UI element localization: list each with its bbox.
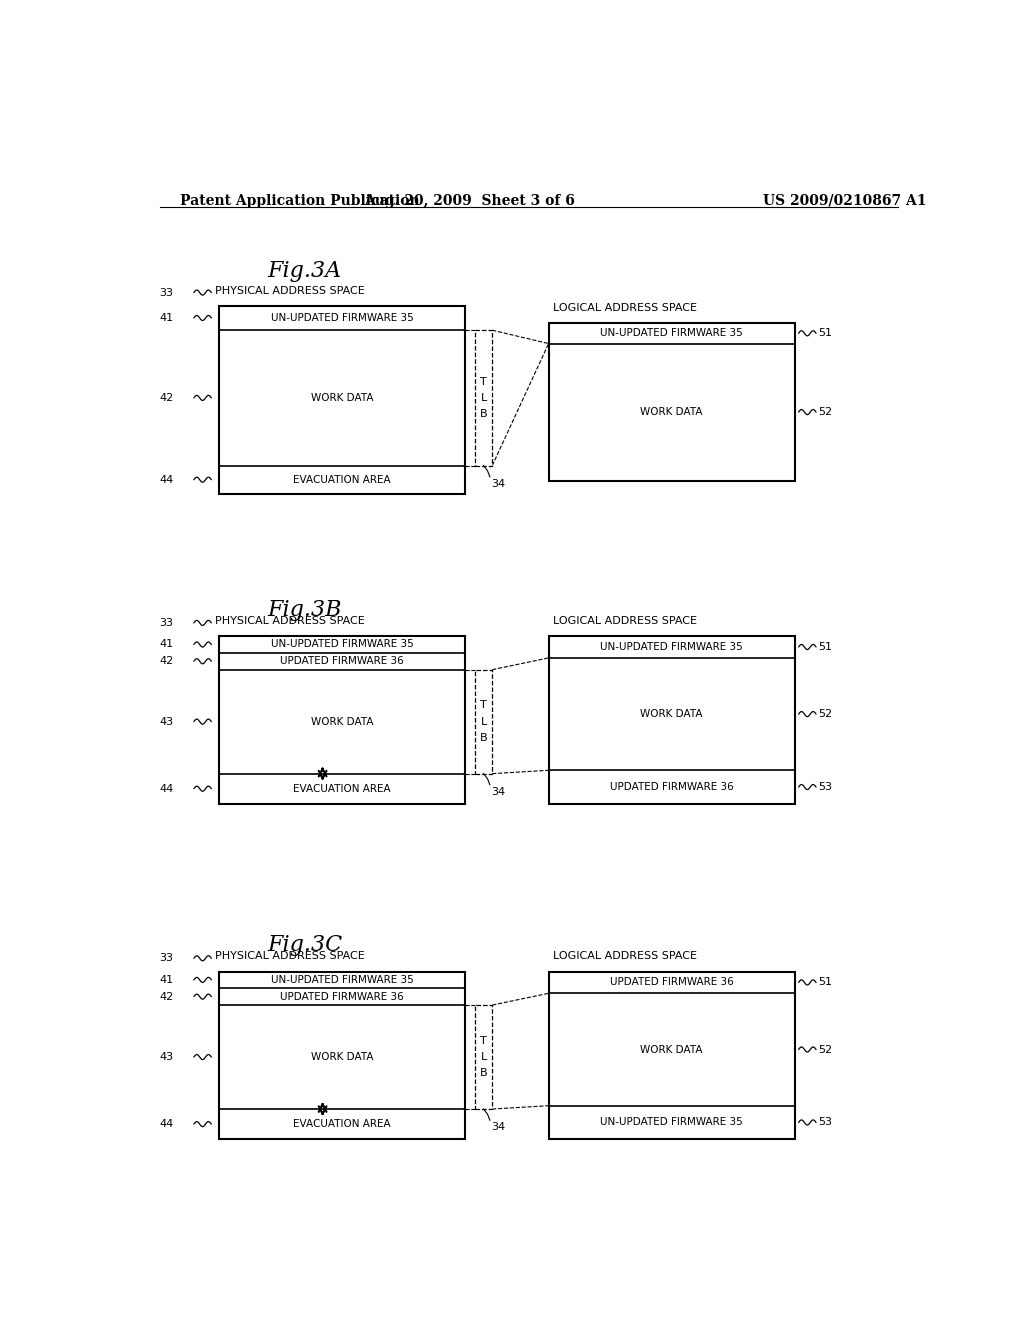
Text: 41: 41 <box>159 639 173 649</box>
Text: 34: 34 <box>492 787 506 797</box>
Text: WORK DATA: WORK DATA <box>311 1052 374 1063</box>
Text: WORK DATA: WORK DATA <box>311 717 374 726</box>
Bar <box>219 972 465 1139</box>
Text: Patent Application Publication: Patent Application Publication <box>179 194 419 209</box>
Text: 44: 44 <box>159 475 173 484</box>
Text: 34: 34 <box>492 1122 506 1133</box>
Text: US 2009/0210867 A1: US 2009/0210867 A1 <box>763 194 927 209</box>
Text: PHYSICAL ADDRESS SPACE: PHYSICAL ADDRESS SPACE <box>215 616 365 626</box>
Text: PHYSICAL ADDRESS SPACE: PHYSICAL ADDRESS SPACE <box>215 952 365 961</box>
Bar <box>219 636 465 804</box>
Text: 33: 33 <box>160 288 173 297</box>
Text: 43: 43 <box>159 717 173 726</box>
Text: 42: 42 <box>159 656 173 667</box>
Text: Fig.3B: Fig.3B <box>267 599 341 620</box>
Text: UN-UPDATED FIRMWARE 35: UN-UPDATED FIRMWARE 35 <box>600 642 743 652</box>
Text: EVACUATION AREA: EVACUATION AREA <box>294 1119 391 1129</box>
Text: T
L
B: T L B <box>479 700 487 743</box>
Text: 51: 51 <box>818 977 833 987</box>
Text: Aug. 20, 2009  Sheet 3 of 6: Aug. 20, 2009 Sheet 3 of 6 <box>364 194 574 209</box>
Text: 52: 52 <box>818 709 833 719</box>
Text: 41: 41 <box>159 313 173 323</box>
Text: UPDATED FIRMWARE 36: UPDATED FIRMWARE 36 <box>281 991 404 1002</box>
Text: UN-UPDATED FIRMWARE 35: UN-UPDATED FIRMWARE 35 <box>271 975 414 985</box>
Text: Fig.3A: Fig.3A <box>267 260 341 282</box>
Text: 41: 41 <box>159 975 173 985</box>
Text: UN-UPDATED FIRMWARE 35: UN-UPDATED FIRMWARE 35 <box>600 329 743 338</box>
Bar <box>549 636 795 804</box>
Bar <box>475 330 493 466</box>
Text: UN-UPDATED FIRMWARE 35: UN-UPDATED FIRMWARE 35 <box>271 639 414 649</box>
Text: UPDATED FIRMWARE 36: UPDATED FIRMWARE 36 <box>609 781 733 792</box>
Text: UN-UPDATED FIRMWARE 35: UN-UPDATED FIRMWARE 35 <box>600 1118 743 1127</box>
Text: 42: 42 <box>159 393 173 403</box>
Text: EVACUATION AREA: EVACUATION AREA <box>294 475 391 484</box>
Text: 53: 53 <box>818 781 833 792</box>
Text: 52: 52 <box>818 1044 833 1055</box>
Text: 44: 44 <box>159 1119 173 1129</box>
Text: Fig.3C: Fig.3C <box>267 935 342 956</box>
Text: 33: 33 <box>160 953 173 964</box>
Text: PHYSICAL ADDRESS SPACE: PHYSICAL ADDRESS SPACE <box>215 285 365 296</box>
Text: UN-UPDATED FIRMWARE 35: UN-UPDATED FIRMWARE 35 <box>271 313 414 323</box>
Text: UPDATED FIRMWARE 36: UPDATED FIRMWARE 36 <box>609 977 733 987</box>
Bar <box>549 972 795 1139</box>
Text: 33: 33 <box>160 618 173 628</box>
Bar <box>549 323 795 480</box>
Text: UPDATED FIRMWARE 36: UPDATED FIRMWARE 36 <box>281 656 404 667</box>
Text: 51: 51 <box>818 329 833 338</box>
Text: 34: 34 <box>492 479 506 488</box>
Text: WORK DATA: WORK DATA <box>640 709 702 719</box>
Text: T
L
B: T L B <box>479 376 487 420</box>
Text: 43: 43 <box>159 1052 173 1063</box>
Text: LOGICAL ADDRESS SPACE: LOGICAL ADDRESS SPACE <box>553 302 696 313</box>
Text: WORK DATA: WORK DATA <box>311 393 374 403</box>
Text: T
L
B: T L B <box>479 1036 487 1078</box>
Text: 53: 53 <box>818 1118 833 1127</box>
Text: 42: 42 <box>159 991 173 1002</box>
Text: 44: 44 <box>159 784 173 793</box>
Text: 51: 51 <box>818 642 833 652</box>
Text: WORK DATA: WORK DATA <box>640 407 702 417</box>
Bar <box>475 669 493 774</box>
Text: LOGICAL ADDRESS SPACE: LOGICAL ADDRESS SPACE <box>553 952 696 961</box>
Text: 52: 52 <box>818 407 833 417</box>
Bar <box>475 1005 493 1109</box>
Text: LOGICAL ADDRESS SPACE: LOGICAL ADDRESS SPACE <box>553 616 696 626</box>
Bar <box>219 306 465 494</box>
Text: EVACUATION AREA: EVACUATION AREA <box>294 784 391 793</box>
Text: WORK DATA: WORK DATA <box>640 1044 702 1055</box>
